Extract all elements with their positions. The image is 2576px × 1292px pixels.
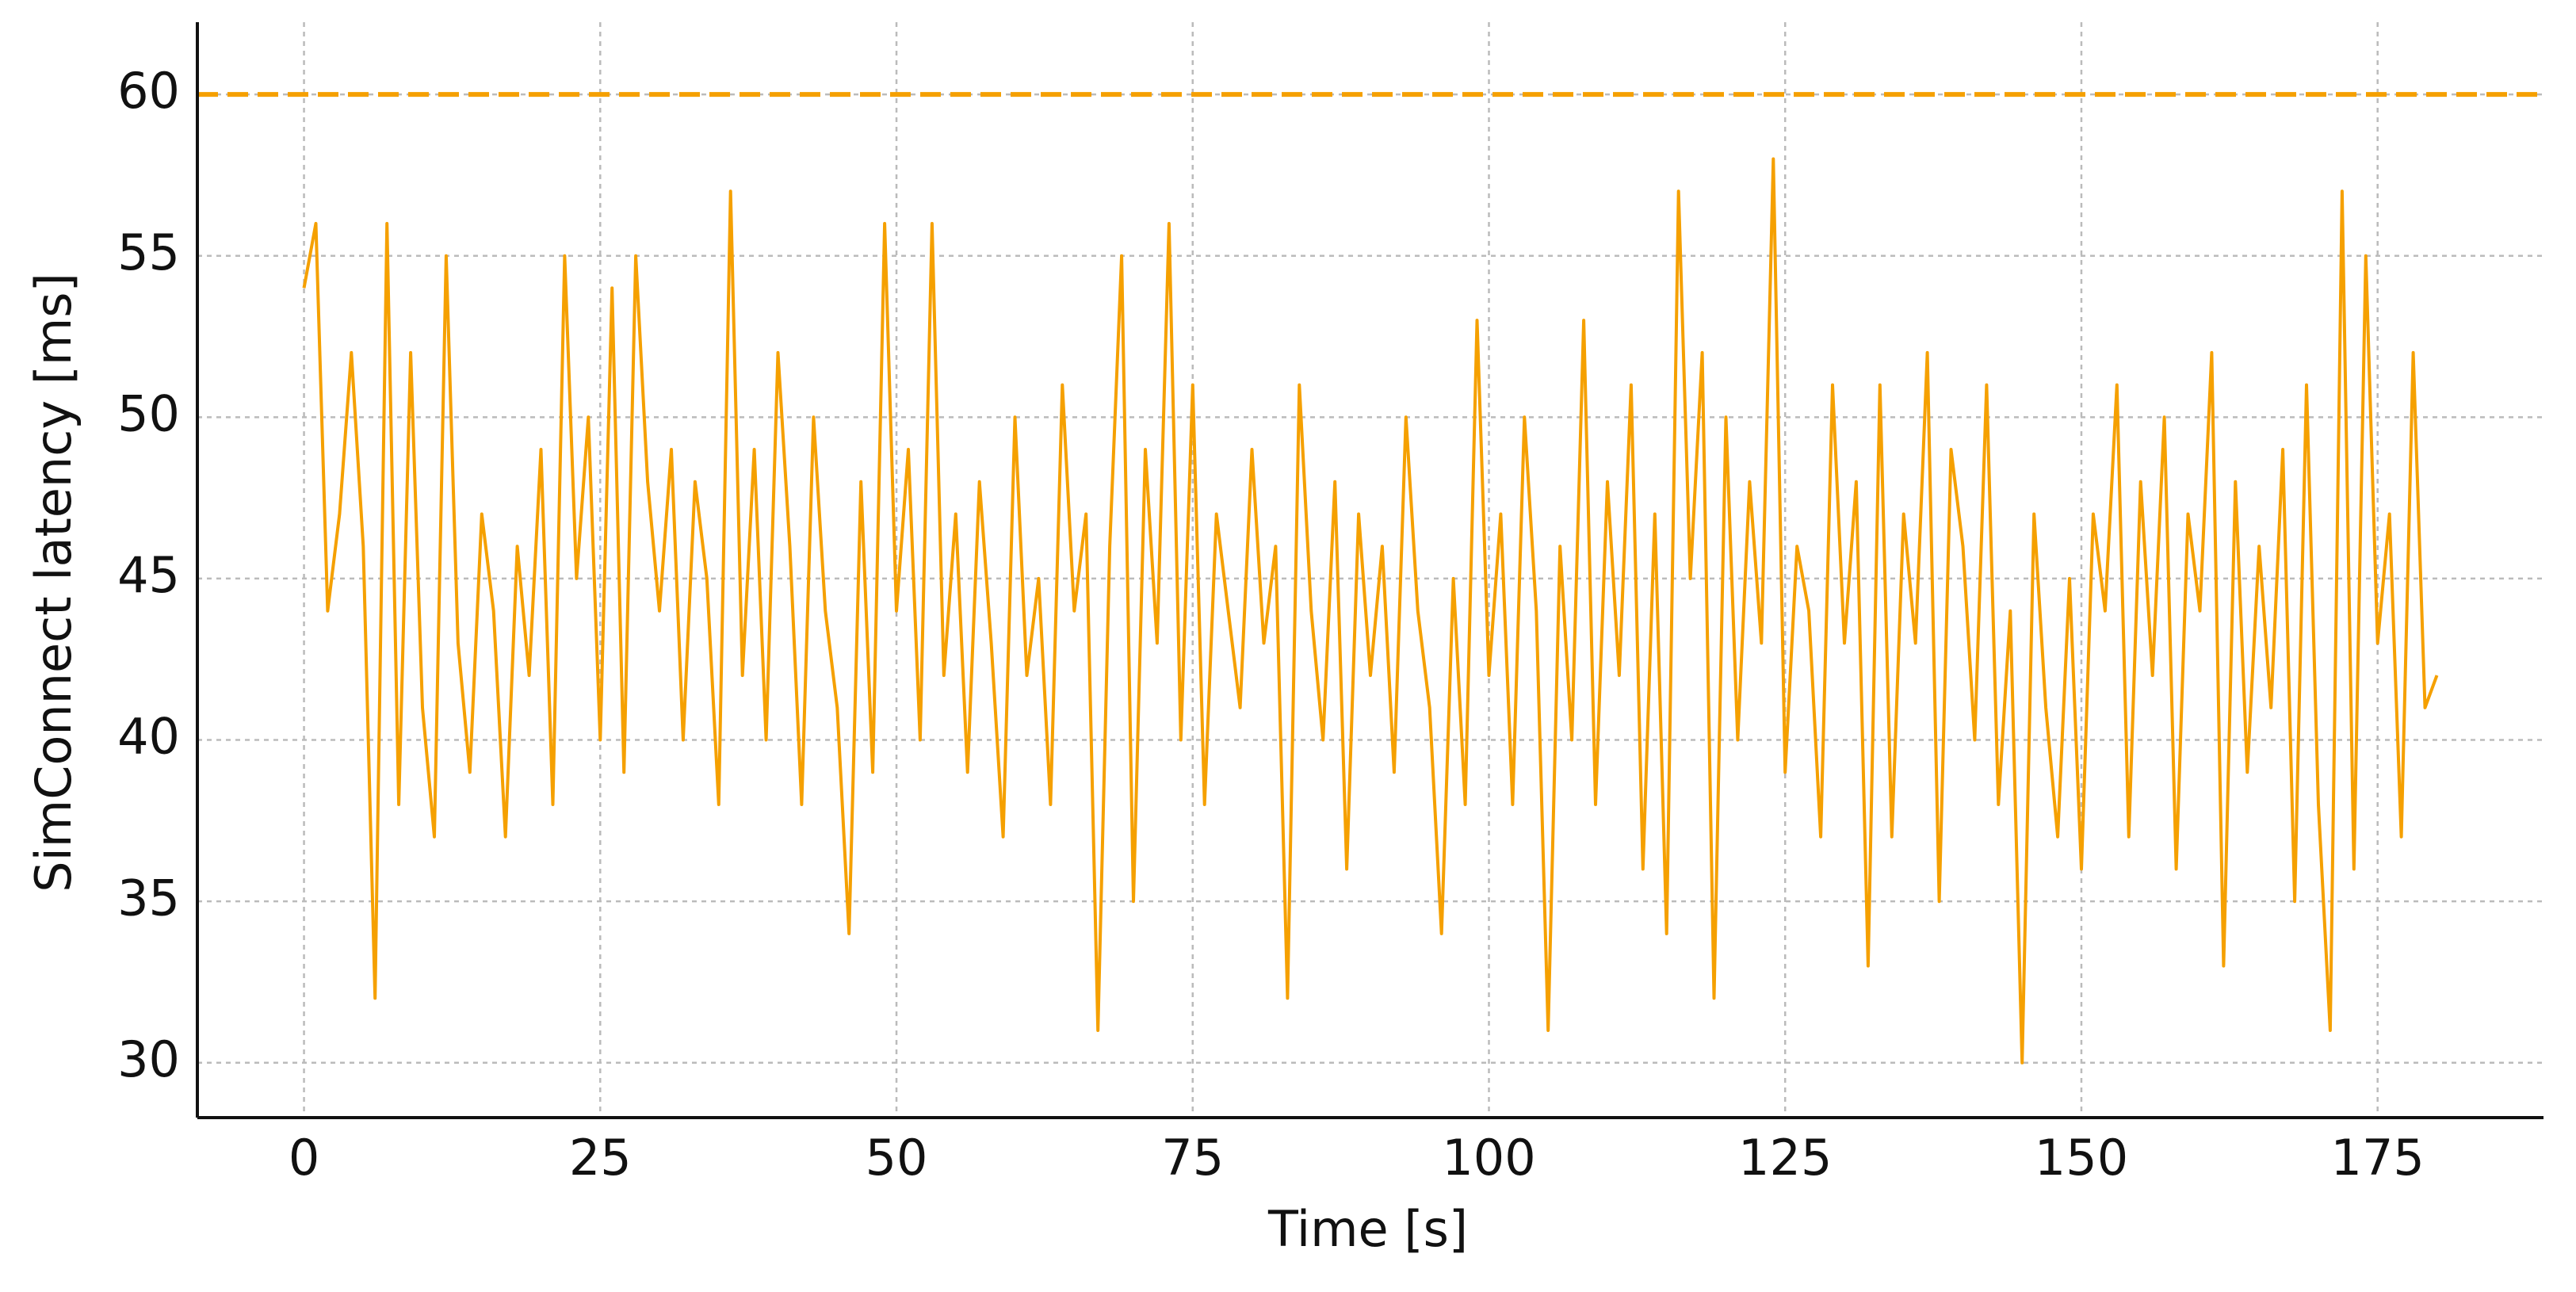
x-axis-label: Time [s] (1267, 1200, 1468, 1258)
x-tick-label: 150 (2035, 1129, 2128, 1187)
x-tick-label: 0 (289, 1129, 319, 1187)
y-axis-label: SimConnect latency [ms] (25, 273, 82, 893)
y-tick-label: 45 (117, 546, 180, 604)
data-line (302, 157, 2439, 1065)
y-tick-label: 35 (117, 869, 180, 927)
x-tick-label: 125 (1738, 1129, 1832, 1187)
x-tick-label: 175 (2331, 1129, 2425, 1187)
y-tick-label: 50 (117, 384, 180, 442)
y-tick-label: 30 (117, 1030, 180, 1088)
y-tick-label: 55 (117, 224, 180, 281)
x-tick-label: 25 (569, 1129, 632, 1187)
x-tick-label: 100 (1442, 1129, 1535, 1187)
y-tick-label: 60 (117, 62, 180, 120)
x-tick-label: 50 (866, 1129, 928, 1187)
x-tick-label: 75 (1161, 1129, 1224, 1187)
y-tick-label: 40 (117, 708, 180, 766)
